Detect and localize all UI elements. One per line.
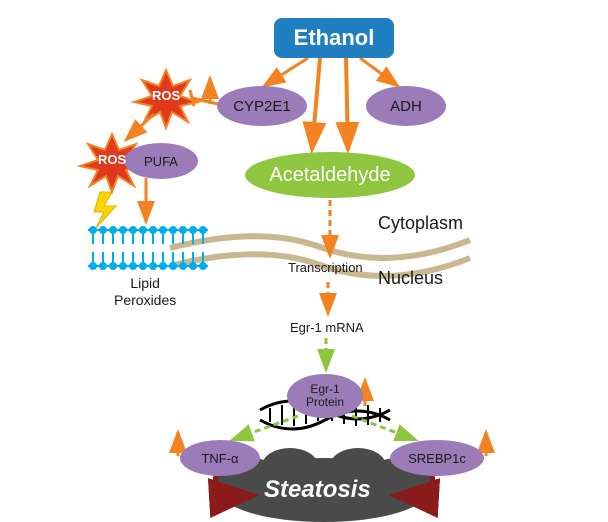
arrow-srebp-stea: [404, 476, 433, 496]
nucleus-label: Nucleus: [378, 268, 443, 289]
cytoplasm-label: Cytoplasm: [378, 213, 463, 234]
pufa-node: PUFA: [124, 143, 198, 179]
ros2-label: ROS: [98, 152, 126, 167]
ros1-label: ROS: [152, 88, 180, 103]
acetaldehyde-node: Acetaldehyde: [245, 152, 415, 198]
arrow-prot-tnfa: [232, 416, 298, 440]
egr1-protein-label: Egr-1 Protein: [306, 383, 344, 409]
tnfa-label: TNF-α: [201, 451, 238, 466]
arrow-prot-srebp: [352, 416, 416, 440]
tnfa-node: TNF-α: [180, 440, 260, 476]
arrow-eth-acet-l: [312, 58, 320, 150]
lipid-peroxides-label: Lipid Peroxides: [114, 275, 176, 309]
arrow-eth-cyp: [264, 58, 308, 86]
adh-node: ADH: [366, 86, 446, 126]
cyp2e1-label: CYP2E1: [233, 98, 291, 115]
arrow-eth-acet-r: [346, 58, 348, 150]
adh-label: ADH: [390, 98, 422, 115]
acetaldehyde-label: Acetaldehyde: [269, 164, 390, 187]
arrow-ros1-ros2: [126, 114, 154, 140]
tbar-cyp-ros: [190, 90, 218, 106]
transcription-label: Transcription: [288, 260, 363, 275]
lightning-bolt-icon: [94, 192, 116, 228]
arrow-tnfa-stea: [215, 476, 244, 496]
srebp-label: SREBP1c: [408, 451, 466, 466]
ethanol-node: Ethanol: [274, 18, 394, 58]
pufa-label: PUFA: [144, 154, 178, 169]
ethanol-label: Ethanol: [294, 25, 375, 51]
lipid-membrane: [88, 227, 208, 269]
arrow-eth-adh: [360, 58, 398, 86]
egr1-protein-node: Egr-1 Protein: [287, 374, 363, 418]
nuclear-envelope-upper: [170, 236, 470, 258]
steatosis-label: Steatosis: [264, 476, 371, 504]
srebp-node: SREBP1c: [390, 440, 484, 476]
egr1-mrna-label: Egr-1 mRNA: [290, 320, 364, 335]
cyp2e1-node: CYP2E1: [217, 86, 307, 126]
